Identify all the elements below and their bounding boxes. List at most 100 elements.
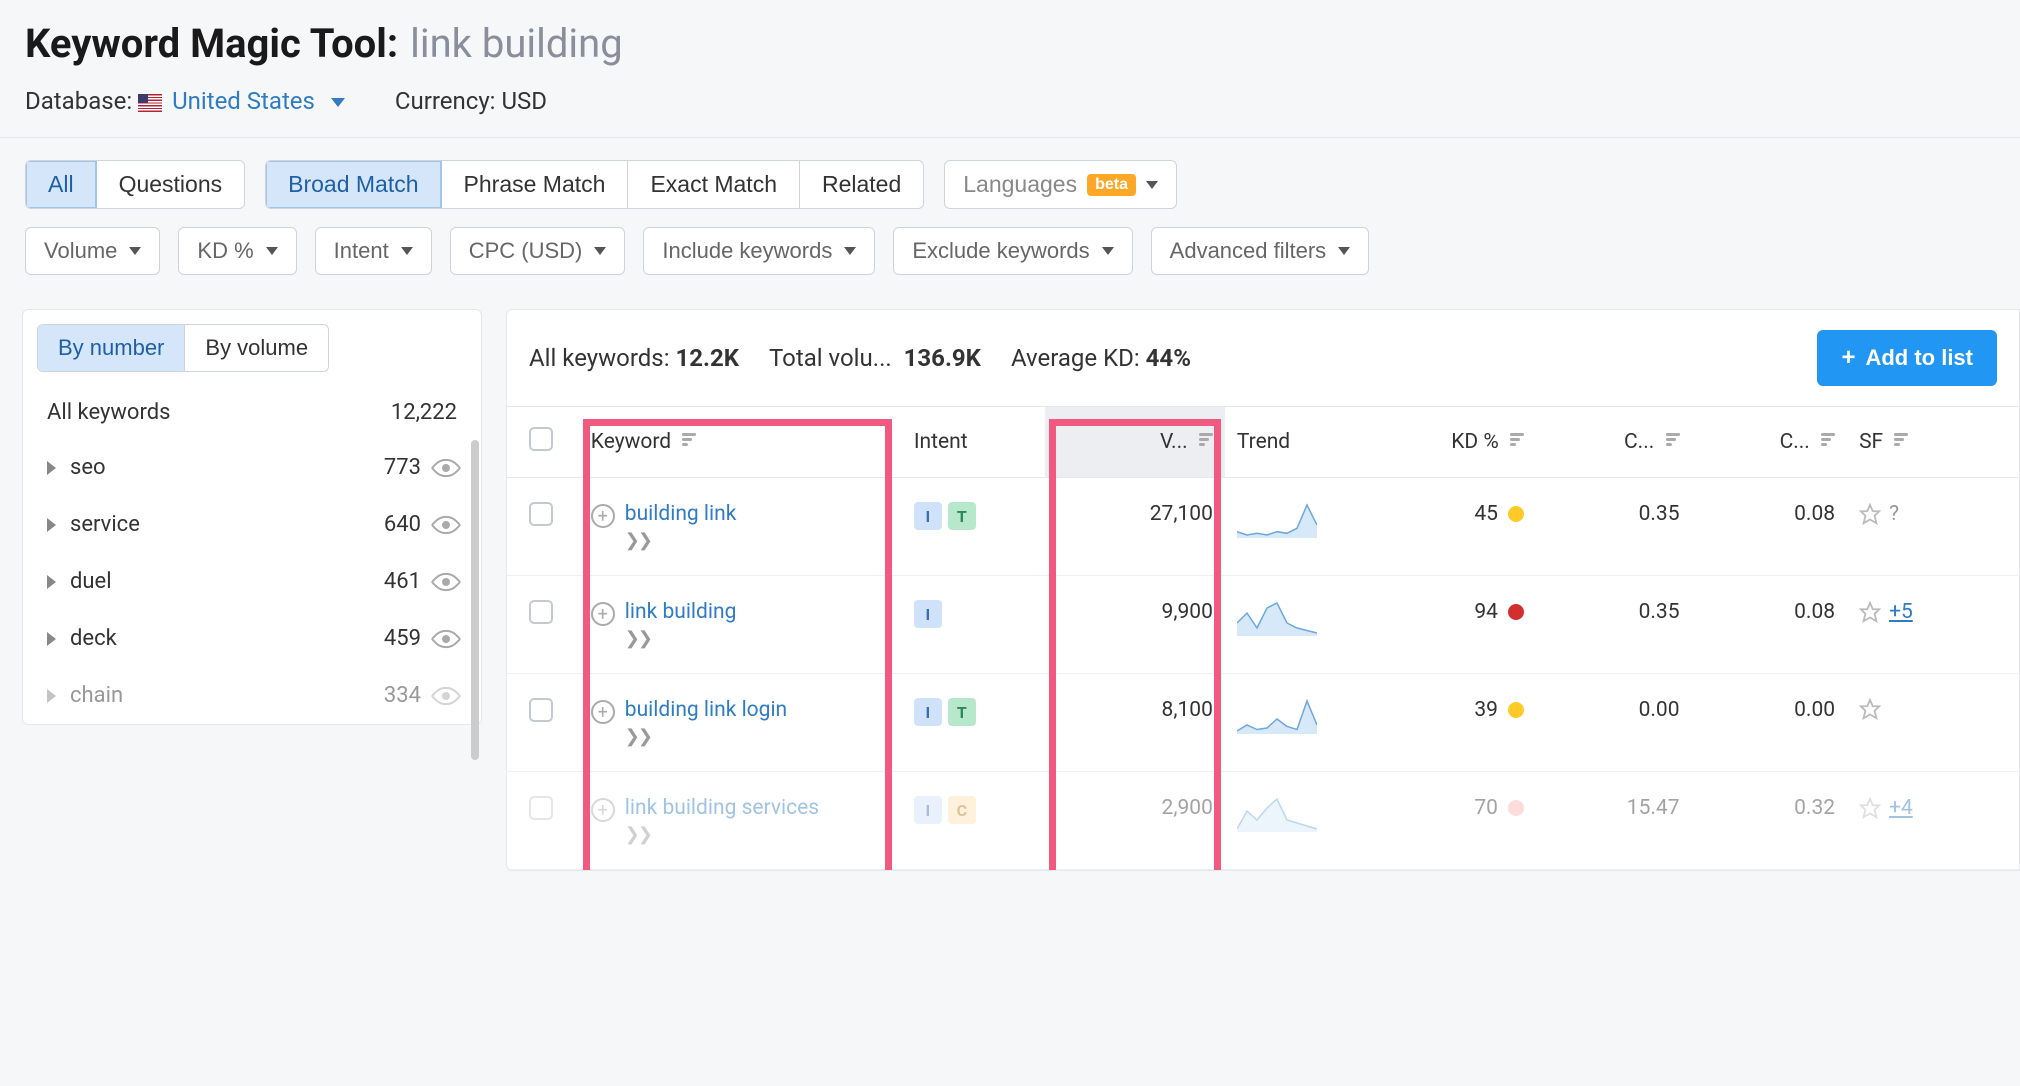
query-keyword: link building — [410, 20, 623, 67]
currency-value: USD — [501, 87, 547, 115]
filter-volume[interactable]: Volume — [25, 227, 160, 275]
filter-advanced-filters[interactable]: Advanced filters — [1151, 227, 1370, 275]
group-label: duel — [70, 569, 370, 594]
more-chevron-icon: ❯❯ — [625, 726, 787, 747]
filter-intent[interactable]: Intent — [315, 227, 432, 275]
sidebar-tab-by-number[interactable]: By number — [38, 325, 185, 371]
cpc-cell: 0.00 — [1536, 674, 1692, 772]
add-to-list-button[interactable]: + Add to list — [1817, 330, 1997, 386]
com-cell: 0.08 — [1692, 576, 1848, 674]
intent-badge-i: I — [914, 600, 942, 628]
sf-cell: ? — [1859, 502, 2014, 526]
trend-sparkline — [1237, 600, 1317, 642]
column-sf[interactable]: SF — [1859, 430, 1883, 454]
column-intent[interactable]: Intent — [914, 430, 968, 454]
table-row: +building link❯❯IT27,100450.350.08?8. — [507, 478, 2020, 576]
keyword-link[interactable]: link building services — [625, 796, 819, 820]
eye-icon[interactable] — [430, 452, 461, 483]
row-checkbox[interactable] — [529, 502, 553, 526]
sidebar-header-count: 12,222 — [391, 400, 457, 425]
filter-exclude-keywords[interactable]: Exclude keywords — [893, 227, 1132, 275]
sidebar-header-label: All keywords — [47, 400, 170, 425]
sidebar-group-deck[interactable]: deck459 — [23, 610, 481, 667]
match-tab-related[interactable]: Related — [800, 161, 923, 208]
eye-icon[interactable] — [430, 623, 461, 654]
intent-cell: IC — [914, 796, 1034, 824]
kd-difficulty-dot — [1508, 702, 1524, 718]
match-tab-exact-match[interactable]: Exact Match — [628, 161, 800, 208]
us-flag-icon — [138, 94, 162, 112]
intent-cell: IT — [914, 502, 1034, 530]
column-cpc[interactable]: C... — [1624, 430, 1654, 454]
chevron-right-icon — [47, 518, 56, 532]
sidebar-scrollbar[interactable] — [471, 440, 479, 760]
intent-cell: I — [914, 600, 1034, 628]
table-row: +link building services❯❯IC2,9007015.470… — [507, 772, 2020, 870]
group-label: seo — [70, 455, 370, 480]
row-checkbox[interactable] — [529, 600, 553, 624]
row-checkbox[interactable] — [529, 698, 553, 722]
eye-icon[interactable] — [430, 680, 461, 711]
chevron-down-icon — [844, 247, 856, 255]
kd-difficulty-dot — [1508, 604, 1524, 620]
database-country[interactable]: United States — [172, 87, 315, 115]
eye-icon[interactable] — [430, 509, 461, 540]
sidebar-group-service[interactable]: service640 — [23, 496, 481, 553]
chevron-right-icon — [47, 461, 56, 475]
kd-cell: 70 — [1380, 796, 1524, 820]
sf-cell: +4 — [1859, 796, 2014, 820]
kd-cell: 94 — [1380, 600, 1524, 624]
column-kd[interactable]: KD % — [1451, 430, 1499, 454]
group-count: 459 — [384, 626, 421, 651]
database-selector[interactable]: Database: United States — [25, 87, 345, 115]
tool-title: Keyword Magic Tool: — [25, 20, 398, 67]
sort-icon — [1199, 431, 1213, 448]
sf-cell: +5 — [1859, 600, 2014, 624]
row-checkbox[interactable] — [529, 796, 553, 820]
sidebar-group-seo[interactable]: seo773 — [23, 439, 481, 496]
beta-badge: beta — [1087, 174, 1136, 196]
column-keyword[interactable]: Keyword — [591, 430, 671, 454]
sf-extra: ? — [1889, 502, 1899, 526]
expand-icon[interactable]: + — [591, 798, 615, 822]
cpc-cell: 0.35 — [1536, 478, 1692, 576]
keyword-link[interactable]: building link login — [625, 698, 787, 722]
expand-icon[interactable]: + — [591, 700, 615, 724]
column-com[interactable]: C... — [1780, 430, 1810, 454]
expand-icon[interactable]: + — [591, 504, 615, 528]
sidebar-tab-by-volume[interactable]: By volume — [185, 325, 328, 371]
column-volume[interactable]: V... — [1160, 430, 1188, 454]
eye-icon[interactable] — [430, 566, 461, 597]
sf-more-link[interactable]: +5 — [1889, 600, 1913, 624]
intent-badge-i: I — [914, 502, 942, 530]
scope-tab-all[interactable]: All — [26, 161, 97, 208]
kd-difficulty-dot — [1508, 800, 1524, 816]
trend-sparkline — [1237, 796, 1317, 838]
expand-icon[interactable]: + — [591, 602, 615, 626]
keyword-groups-sidebar: By numberBy volume All keywords 12,222 s… — [22, 309, 482, 725]
scope-tab-questions[interactable]: Questions — [97, 161, 245, 208]
group-label: chain — [70, 683, 370, 708]
sort-icon — [1821, 431, 1835, 448]
match-tab-phrase-match[interactable]: Phrase Match — [442, 161, 629, 208]
keyword-link[interactable]: building link — [625, 502, 737, 526]
languages-dropdown[interactable]: Languages beta — [944, 160, 1177, 209]
column-trend[interactable]: Trend — [1237, 430, 1290, 454]
keyword-link[interactable]: link building — [625, 600, 737, 624]
sidebar-group-duel[interactable]: duel461 — [23, 553, 481, 610]
currency-display: Currency: USD — [395, 87, 547, 115]
filter-include-keywords[interactable]: Include keywords — [643, 227, 875, 275]
sidebar-group-chain[interactable]: chain334 — [23, 667, 481, 724]
table-row: +link building❯❯I9,900940.350.08+55.5 — [507, 576, 2020, 674]
group-label: service — [70, 512, 370, 537]
select-all-checkbox[interactable] — [529, 427, 553, 451]
match-tab-broad-match[interactable]: Broad Match — [266, 161, 441, 208]
sf-more-link[interactable]: +4 — [1889, 796, 1913, 820]
filter-cpc-usd-[interactable]: CPC (USD) — [450, 227, 626, 275]
sort-icon — [1894, 431, 1908, 448]
filter-kd-[interactable]: KD % — [178, 227, 296, 275]
intent-badge-t: T — [948, 698, 976, 726]
com-cell: 0.08 — [1692, 478, 1848, 576]
results-panel: All keywords: 12.2K Total volu... 136.9K… — [506, 309, 2020, 871]
sf-cell — [1859, 698, 2014, 720]
